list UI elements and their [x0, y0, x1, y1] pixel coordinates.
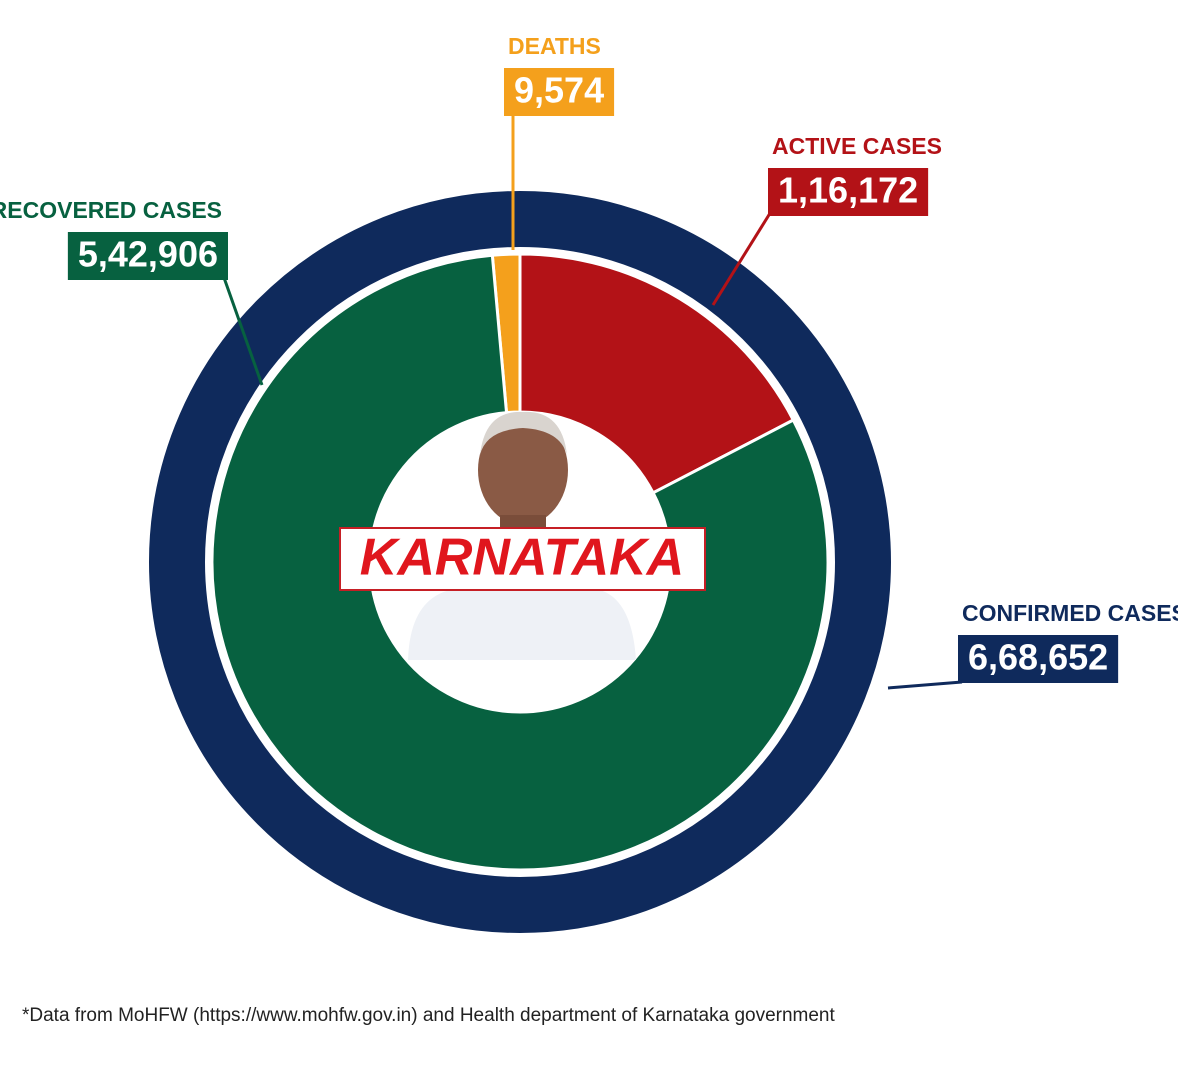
- callout-value: 1,16,172: [778, 170, 918, 211]
- callout-box: [768, 168, 929, 216]
- callout-value: 5,42,906: [78, 234, 218, 275]
- callout-box: [958, 635, 1119, 683]
- portrait-body: [408, 590, 636, 660]
- leader-line: [887, 680, 963, 690]
- callout-box: [504, 68, 615, 116]
- center-label: KARNATAKA: [360, 529, 684, 587]
- portrait-head: [478, 415, 568, 525]
- portrait-hair: [480, 411, 567, 455]
- center-label-box: [339, 527, 706, 591]
- callout-title: DEATHS: [508, 33, 601, 59]
- callout-title: RECOVERED CASES: [0, 197, 222, 223]
- footnote: *Data from MoHFW (https://www.mohfw.gov.…: [22, 1005, 836, 1026]
- callout-value: 6,68,652: [968, 637, 1108, 678]
- leader-line: [220, 271, 264, 386]
- portrait: [408, 411, 636, 660]
- slice: [518, 252, 796, 495]
- callout-title: ACTIVE CASES: [772, 133, 942, 159]
- callout-title: CONFIRMED CASES: [962, 600, 1178, 626]
- callout-box: [67, 232, 228, 280]
- callout-value: 9,574: [514, 70, 604, 111]
- leader-line: [711, 209, 774, 306]
- slice: [210, 253, 830, 872]
- outer-ring: [149, 191, 891, 933]
